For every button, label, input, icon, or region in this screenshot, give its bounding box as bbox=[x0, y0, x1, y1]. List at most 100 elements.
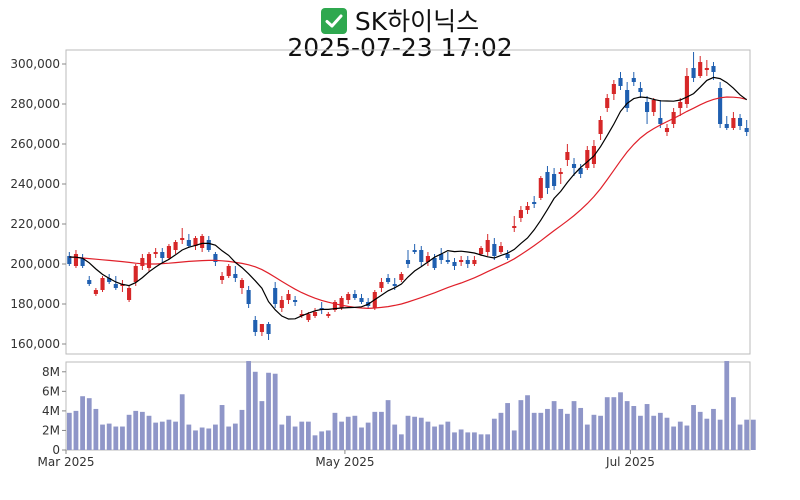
volume-bar bbox=[345, 416, 351, 450]
volume-bar bbox=[418, 417, 424, 450]
candle-body bbox=[67, 256, 72, 264]
volume-bar bbox=[750, 419, 756, 450]
candle-body bbox=[246, 290, 251, 304]
candle-body bbox=[386, 278, 391, 282]
candle-body bbox=[213, 254, 218, 262]
candle-body bbox=[625, 90, 630, 108]
volume-bar bbox=[432, 426, 437, 450]
volume-bar bbox=[106, 423, 112, 450]
volume-bar bbox=[591, 414, 597, 450]
candle-body bbox=[312, 312, 318, 316]
volume-bar bbox=[624, 401, 630, 450]
candle-body bbox=[737, 118, 743, 126]
candle-body bbox=[578, 168, 583, 174]
candle-body bbox=[459, 260, 464, 262]
volume-tick-label: 2M bbox=[42, 423, 60, 437]
candle-body bbox=[180, 238, 185, 240]
volume-bar bbox=[213, 424, 218, 450]
volume-bar bbox=[704, 418, 710, 450]
volume-bar bbox=[664, 417, 670, 450]
volume-bar bbox=[305, 421, 311, 450]
chart-datetime: 2025-07-23 17:02 bbox=[287, 33, 513, 62]
volume-bar bbox=[558, 408, 564, 450]
candle-body bbox=[186, 240, 191, 246]
volume-bar bbox=[545, 408, 550, 450]
candle-body bbox=[113, 284, 118, 288]
volume-bar bbox=[219, 405, 225, 450]
volume-bar bbox=[73, 410, 79, 450]
candle-body bbox=[392, 284, 397, 286]
candle-body bbox=[399, 274, 404, 280]
volume-bar bbox=[478, 434, 484, 450]
price-panel-frame bbox=[65, 49, 751, 355]
candle-body bbox=[332, 302, 338, 310]
volume-bar bbox=[518, 400, 524, 450]
volume-bar bbox=[206, 428, 212, 450]
candle-body bbox=[684, 76, 689, 104]
x-axis: Mar 2025 May 2025 Jul 2025 bbox=[38, 450, 655, 469]
volume-bar bbox=[538, 412, 544, 450]
volume-bar bbox=[684, 425, 690, 450]
candle-body bbox=[611, 84, 616, 94]
candle-body bbox=[166, 246, 171, 258]
candle-body bbox=[651, 100, 656, 112]
volume-bar bbox=[737, 424, 743, 450]
candle-body bbox=[505, 254, 510, 258]
volume-bar bbox=[126, 414, 132, 450]
candle-body bbox=[698, 62, 703, 76]
price-panel: 160,000 180,000 200,000 220,000 240,000 260,0… bbox=[10, 49, 751, 355]
chart-title: SK하이닉스 bbox=[0, 2, 800, 38]
volume-bar bbox=[604, 397, 610, 450]
long-moving-average-line bbox=[69, 96, 747, 310]
volume-bar bbox=[199, 427, 205, 450]
volume-bar bbox=[564, 413, 570, 450]
volume-bar bbox=[272, 373, 278, 450]
candle-body bbox=[193, 238, 198, 246]
candle-body bbox=[127, 288, 132, 300]
candle-body bbox=[538, 178, 543, 198]
candle-body bbox=[439, 254, 444, 260]
volume-bar bbox=[266, 372, 271, 450]
candle-body bbox=[485, 240, 490, 252]
candle-body bbox=[286, 294, 291, 300]
x-tick-label: May 2025 bbox=[315, 455, 374, 469]
candle-body bbox=[478, 248, 484, 254]
candle-body bbox=[87, 280, 92, 284]
volume-bar bbox=[724, 361, 730, 450]
volume-bar bbox=[551, 401, 557, 450]
volume-bar bbox=[173, 421, 178, 450]
volume-bar bbox=[611, 397, 617, 450]
candle-body bbox=[419, 250, 424, 262]
check-mark-icon bbox=[320, 8, 347, 34]
volume-bar bbox=[259, 401, 265, 450]
volume-bar bbox=[86, 398, 92, 450]
volume-bar bbox=[286, 415, 291, 450]
volume-bar bbox=[372, 411, 378, 450]
volume-bar bbox=[325, 430, 331, 450]
candle-body bbox=[498, 246, 504, 252]
candle-body bbox=[379, 282, 384, 288]
volume-bar bbox=[80, 396, 85, 450]
volume-bar bbox=[531, 412, 537, 450]
volume-bar bbox=[412, 416, 418, 450]
candle-body bbox=[731, 118, 736, 128]
volume-bar bbox=[319, 431, 325, 450]
candle-body bbox=[711, 66, 716, 72]
volume-tick-label: 6M bbox=[42, 384, 60, 398]
volume-bar bbox=[438, 424, 444, 450]
volume-bar bbox=[120, 426, 125, 450]
candle-body bbox=[452, 262, 457, 266]
volume-bar bbox=[279, 424, 285, 450]
volume-bar bbox=[498, 412, 504, 450]
volume-bar bbox=[677, 421, 683, 450]
price-tick-label: 160,000 bbox=[10, 337, 60, 351]
candle-body bbox=[352, 294, 357, 298]
candle-body bbox=[93, 290, 98, 294]
candle-body bbox=[206, 240, 211, 250]
volume-bar bbox=[113, 426, 119, 450]
volume-bar bbox=[485, 434, 491, 450]
candle-body bbox=[219, 276, 225, 280]
candle-body bbox=[253, 320, 258, 332]
candle-body bbox=[233, 274, 238, 278]
